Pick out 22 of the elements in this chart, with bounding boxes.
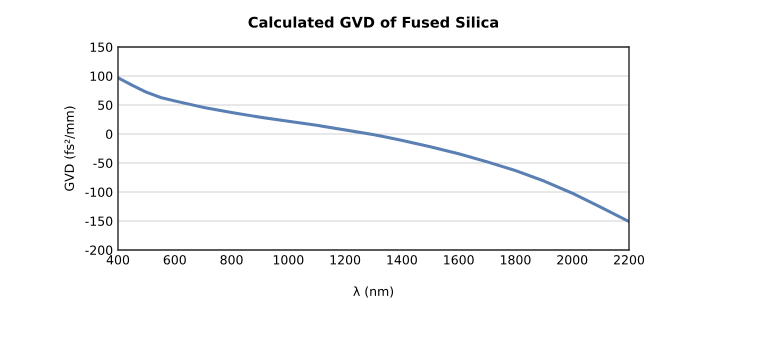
x-tick-label: 2200 (614, 255, 644, 265)
y-tick-label: 100 (90, 71, 112, 81)
x-tick-label: 1600 (444, 255, 474, 265)
line-series (118, 76, 629, 224)
x-tick-label: 2000 (557, 255, 588, 265)
x-tick-label: 800 (220, 255, 243, 265)
x-tick-label: 400 (106, 255, 130, 265)
y-tick-label: 150 (90, 42, 112, 52)
x-tick-label: 1400 (387, 255, 417, 265)
y-tick-label: -200 (85, 245, 112, 255)
x-tick-label: 600 (164, 255, 186, 265)
y-tick-label: -100 (85, 187, 112, 197)
y-tick-label: -50 (93, 158, 112, 168)
x-tick-label: 1000 (274, 255, 304, 265)
y-tick-label: -150 (85, 216, 112, 226)
y-tick-label: 50 (98, 100, 112, 110)
y-tick-label: 0 (106, 129, 112, 139)
x-tick-label: 1200 (330, 255, 360, 265)
x-axis-title: λ (nm) (353, 286, 394, 298)
y-axis-title: GVD (fs²/mm) (64, 106, 76, 191)
chart-title: Calculated GVD of Fused Silica (248, 16, 498, 28)
x-tick-label: 1800 (500, 255, 531, 265)
